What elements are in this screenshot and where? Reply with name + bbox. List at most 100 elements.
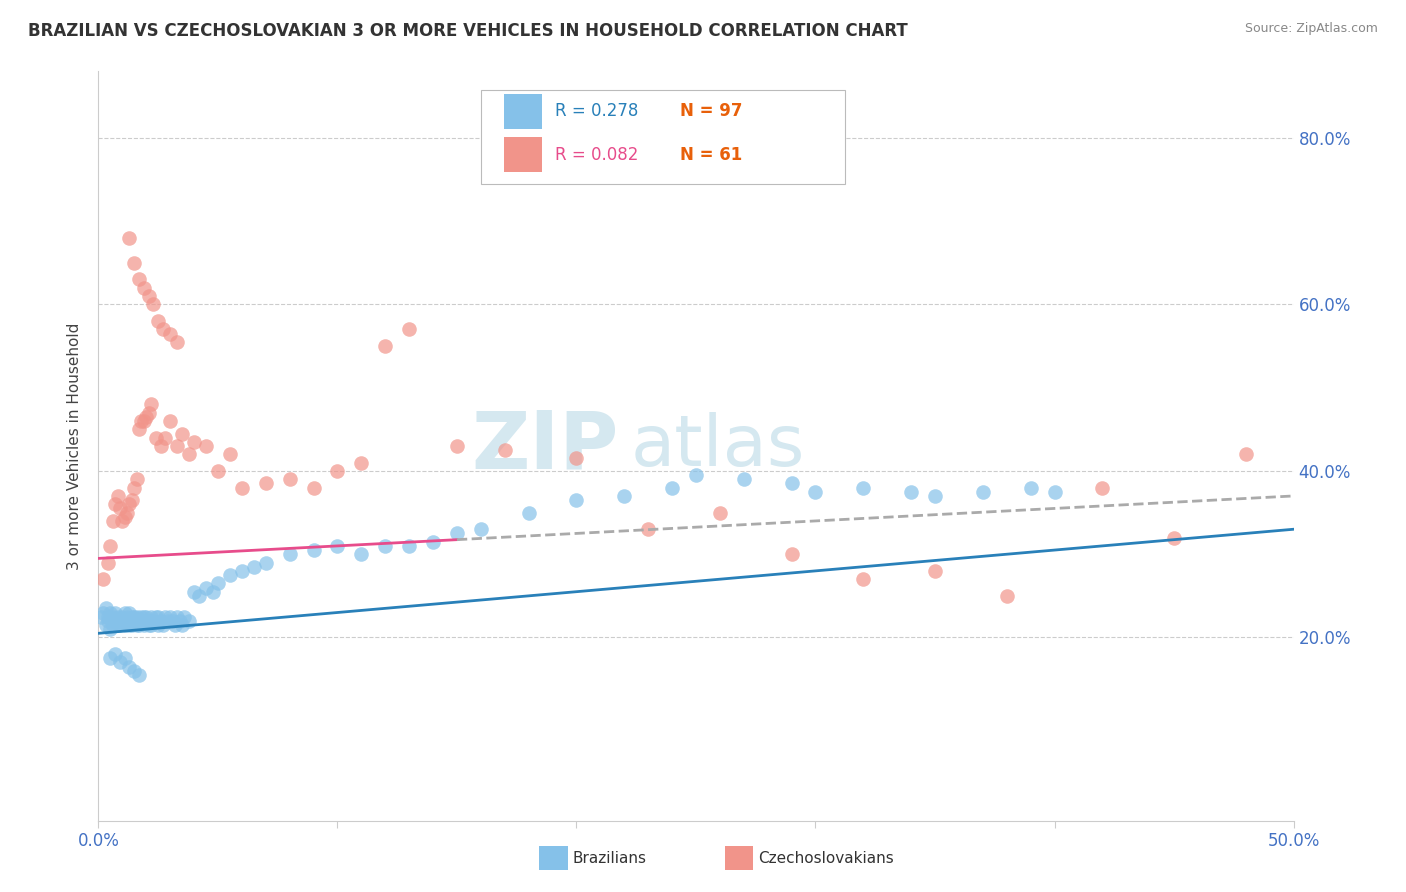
Text: ZIP: ZIP — [471, 407, 619, 485]
FancyBboxPatch shape — [724, 847, 754, 870]
Point — [111, 609, 134, 624]
Point — [132, 618, 155, 632]
Point — [195, 581, 218, 595]
Text: R = 0.082: R = 0.082 — [555, 145, 638, 163]
Point — [98, 606, 122, 620]
Point — [98, 651, 122, 665]
Point — [91, 572, 114, 586]
Point — [179, 614, 201, 628]
Point — [145, 431, 167, 445]
Point — [195, 439, 218, 453]
Point — [565, 451, 588, 466]
Point — [780, 476, 803, 491]
Point — [278, 547, 301, 561]
Point — [114, 618, 136, 632]
Point — [94, 601, 117, 615]
Point — [115, 609, 138, 624]
Point — [446, 439, 468, 453]
Point — [124, 609, 146, 624]
Point — [145, 609, 167, 624]
Point — [135, 614, 157, 628]
Point — [254, 556, 277, 570]
Point — [111, 514, 134, 528]
Point — [148, 609, 170, 624]
Point — [159, 609, 181, 624]
Point — [1019, 481, 1042, 495]
Point — [107, 489, 129, 503]
Point — [470, 522, 492, 536]
Point — [132, 414, 155, 428]
Point — [108, 614, 131, 628]
Point — [114, 509, 136, 524]
Point — [121, 618, 143, 632]
Point — [124, 256, 146, 270]
Point — [125, 618, 148, 632]
Point — [107, 609, 129, 624]
Text: N = 97: N = 97 — [681, 103, 742, 120]
Point — [124, 664, 146, 678]
Point — [149, 614, 172, 628]
Point — [108, 618, 131, 632]
Point — [173, 609, 195, 624]
Point — [97, 556, 120, 570]
Point — [128, 422, 150, 436]
Point — [166, 334, 188, 349]
Point — [97, 609, 120, 624]
Point — [131, 414, 153, 428]
Point — [207, 576, 229, 591]
Point — [108, 501, 131, 516]
Point — [1163, 531, 1185, 545]
Y-axis label: 3 or more Vehicles in Household: 3 or more Vehicles in Household — [67, 322, 83, 570]
Point — [162, 614, 184, 628]
Point — [131, 609, 153, 624]
Point — [202, 584, 225, 599]
Text: Source: ZipAtlas.com: Source: ZipAtlas.com — [1244, 22, 1378, 36]
Point — [128, 618, 150, 632]
Point — [207, 464, 229, 478]
Point — [118, 659, 141, 673]
FancyBboxPatch shape — [540, 847, 568, 870]
Point — [90, 609, 112, 624]
Point — [128, 668, 150, 682]
Point — [104, 497, 127, 511]
Point — [613, 489, 636, 503]
Point — [104, 647, 127, 661]
Point — [231, 481, 253, 495]
Text: BRAZILIAN VS CZECHOSLOVAKIAN 3 OR MORE VEHICLES IN HOUSEHOLD CORRELATION CHART: BRAZILIAN VS CZECHOSLOVAKIAN 3 OR MORE V… — [28, 22, 908, 40]
Point — [124, 481, 146, 495]
FancyBboxPatch shape — [503, 137, 541, 172]
Point — [139, 397, 162, 411]
Point — [219, 568, 242, 582]
Point — [94, 618, 117, 632]
Point — [172, 426, 194, 441]
Point — [111, 614, 134, 628]
Point — [804, 484, 827, 499]
Point — [159, 326, 181, 341]
Point — [148, 314, 170, 328]
FancyBboxPatch shape — [481, 90, 845, 184]
Point — [98, 622, 122, 636]
Point — [138, 289, 160, 303]
Point — [398, 539, 420, 553]
Point — [128, 614, 150, 628]
Point — [326, 464, 349, 478]
Point — [101, 514, 124, 528]
Point — [350, 547, 373, 561]
Point — [114, 606, 136, 620]
Point — [118, 606, 141, 620]
Point — [1234, 447, 1257, 461]
Point — [852, 481, 875, 495]
Point — [124, 614, 146, 628]
Point — [852, 572, 875, 586]
Point — [108, 656, 131, 670]
Point — [101, 609, 124, 624]
Point — [104, 614, 127, 628]
Point — [302, 543, 325, 558]
Point — [374, 539, 396, 553]
Point — [1091, 481, 1114, 495]
Point — [254, 476, 277, 491]
Point — [91, 606, 114, 620]
Point — [128, 272, 150, 286]
Point — [302, 481, 325, 495]
Text: Brazilians: Brazilians — [572, 851, 647, 865]
